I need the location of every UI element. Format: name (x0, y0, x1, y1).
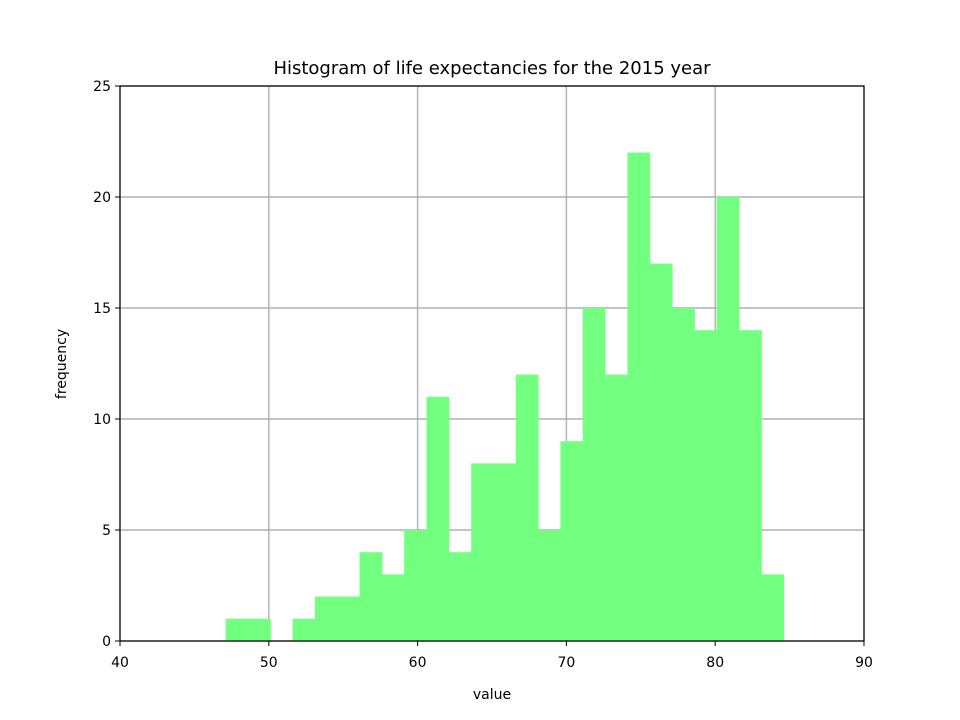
histogram-bar (694, 330, 718, 641)
histogram-bar (225, 618, 249, 641)
y-axis-label: frequency (54, 329, 70, 399)
x-tick-label: 40 (111, 655, 129, 671)
y-tick-label: 10 (93, 412, 111, 428)
histogram-bar (381, 574, 405, 641)
histogram-bar (448, 552, 472, 641)
y-tick-label: 25 (93, 79, 111, 95)
histogram-bar (627, 152, 651, 641)
histogram-bar (471, 463, 494, 641)
y-tick-label: 20 (93, 190, 111, 206)
histogram-bar (515, 374, 539, 641)
axis-ticks: 40 50 60 70 80 90 0 5 10 15 20 25 (93, 79, 873, 671)
y-tick-label: 0 (102, 634, 111, 650)
x-tick-label: 70 (557, 655, 575, 671)
x-tick-label: 80 (706, 655, 724, 671)
histogram-bar (314, 596, 338, 641)
histogram-bar (337, 596, 361, 641)
histogram-bar (247, 618, 271, 641)
histogram-bar (493, 463, 517, 641)
x-tick-label: 60 (409, 655, 427, 671)
histogram-bar (560, 441, 584, 641)
histogram-bars (225, 152, 785, 641)
histogram-bar (605, 374, 628, 641)
histogram-bar (716, 197, 740, 641)
histogram-bar (649, 263, 673, 641)
x-axis-label: value (473, 687, 511, 703)
histogram-bar (359, 552, 383, 641)
histogram-bar (672, 308, 695, 641)
plot-frame (119, 85, 865, 642)
histogram-bar (292, 618, 316, 641)
histogram-bar (582, 308, 606, 641)
y-tick-label: 5 (102, 523, 111, 539)
histogram-bar (739, 330, 762, 641)
x-tick-label: 50 (260, 655, 278, 671)
histogram-bar (538, 530, 561, 641)
histogram-bar (426, 396, 450, 641)
x-tick-label: 90 (855, 655, 873, 671)
y-tick-label: 15 (93, 301, 111, 317)
histogram-bar (404, 530, 428, 641)
chart-title: Histogram of life expectancies for the 2… (273, 58, 711, 79)
histogram-bar (761, 574, 785, 641)
